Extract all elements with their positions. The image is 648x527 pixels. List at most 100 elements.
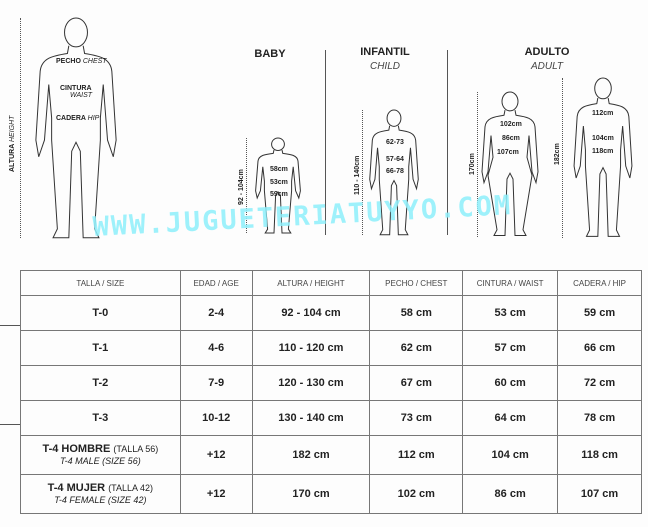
divider [447,50,448,235]
male-chest: 112cm [592,110,614,117]
female-chest: 102cm [500,121,522,128]
table-row: T-3 10-12 130 - 140 cm 73 cm 64 cm 78 cm [20,400,642,436]
child-height-guide [362,110,363,235]
height-cell: 120 - 130 cm [251,365,371,401]
male-waist: 104cm [592,135,614,142]
table-row: T-4 MUJER (TALLA 42) T-4 FEMALE (SIZE 42)… [20,474,642,514]
size-name: T-4 HOMBRE [42,443,111,455]
male-height: 182cm [554,143,561,165]
size-note: (TALLA 56) [113,444,159,454]
table-header: TALLA / SIZE EDAD / AGE ALTURA / HEIGHT PEC… [20,270,642,296]
age-cell: +12 [179,435,253,475]
waist-cell: 104 cm [462,435,559,475]
chest-cell: 102 cm [369,474,464,514]
age-cell: 2-4 [179,295,253,331]
size-cell: T-1 [20,330,181,366]
hip-cell: 66 cm [557,330,642,366]
female-height: 170cm [469,153,476,175]
waist-cell: 64 cm [462,400,559,436]
divider [0,325,20,326]
baby-hip: 59cm [270,191,288,198]
table-row: T-1 4-6 110 - 120 cm 62 cm 57 cm 66 cm [20,330,642,366]
baby-waist: 53cm [270,179,288,186]
hip-cell: 59 cm [557,295,642,331]
height-cell: 110 - 120 cm [251,330,371,366]
figure-body [573,97,633,237]
chest-cell: 112 cm [369,435,464,475]
waist-cell: 86 cm [462,474,559,514]
figure-head [386,109,402,127]
height-cell: 130 - 140 cm [251,400,371,436]
adult-title: ADULTO [524,46,570,58]
height-cell: 182 cm [251,435,371,475]
figure-head [594,77,612,100]
column-header: ALTURA / HEIGHT [251,270,371,296]
waist-cell: 53 cm [462,295,559,331]
waist-cell: 60 cm [462,365,559,401]
child-title: INFANTIL [360,46,410,58]
baby-chest: 58cm [270,166,288,173]
chest-cell: 62 cm [369,330,464,366]
figure-head [501,91,519,112]
table-row: T-0 2-4 92 - 104 cm 58 cm 53 cm 59 cm [20,295,642,331]
table-row: T-4 HOMBRE (TALLA 56) T-4 MALE (SIZE 56) +… [20,435,642,475]
age-cell: 10-12 [179,400,253,436]
female-hip: 107cm [497,149,519,156]
size-english: T-4 FEMALE (SIZE 42) [54,495,147,505]
child-hip: 66-78 [386,168,404,175]
size-cell: T-4 MUJER (TALLA 42) T-4 FEMALE (SIZE 42) [20,474,181,514]
height-cell: 92 - 104 cm [251,295,371,331]
child-chest: 62-73 [386,139,404,146]
chest-cell: 67 cm [369,365,464,401]
size-note: (TALLA 42) [108,483,154,493]
column-header: EDAD / AGE [179,270,253,296]
size-cell: T-2 [20,365,181,401]
chest-label: PECHO CHEST [56,58,107,65]
size-cell: T-3 [20,400,181,436]
figure-body [255,149,301,234]
age-cell: 4-6 [179,330,253,366]
figure-head [64,17,88,48]
chest-cell: 58 cm [369,295,464,331]
baby-title: BABY [254,48,286,60]
figure-body [369,125,419,236]
figure-body [481,110,539,237]
hip-cell: 118 cm [557,435,642,475]
chest-cell: 73 cm [369,400,464,436]
table-row: T-2 7-9 120 - 130 cm 67 cm 60 cm 72 cm [20,365,642,401]
waist-cell: 57 cm [462,330,559,366]
hip-cell: 107 cm [557,474,642,514]
height-guide [20,18,21,238]
male-height-guide [562,78,563,238]
height-cell: 170 cm [251,474,371,514]
size-english: T-4 MALE (SIZE 56) [60,456,141,466]
female-waist: 86cm [502,135,520,142]
child-waist: 57-64 [386,156,404,163]
column-header: CINTURA / WAIST [462,270,559,296]
hip-cell: 72 cm [557,365,642,401]
body-silhouettes [35,17,633,239]
adult-subtitle: ADULT [530,61,564,72]
baby-height-guide [246,138,247,233]
hip-cell: 78 cm [557,400,642,436]
height-label: ALTURA HEIGHT [9,115,16,172]
child-subtitle: CHILD [369,61,400,72]
waist-label: CINTURA WAIST [60,85,93,99]
column-header: PECHO / CHEST [369,270,464,296]
male-hip: 118cm [592,148,614,155]
divider [325,50,326,235]
column-header: TALLA / SIZE [20,270,181,296]
age-cell: 7-9 [179,365,253,401]
column-header: CADERA / HIP [557,270,642,296]
hip-label: CADERA HIP [56,115,100,122]
figure-body [35,45,117,239]
figure-head [271,137,285,151]
age-cell: +12 [179,474,253,514]
size-cell: T-4 HOMBRE (TALLA 56) T-4 MALE (SIZE 56) [20,435,181,475]
size-table: TALLA / SIZE EDAD / AGE ALTURA / HEIGHT PEC… [20,270,642,514]
divider [0,424,20,425]
baby-height: 92 - 104cm [238,169,245,205]
female-height-guide [477,92,478,237]
size-name: T-4 MUJER [47,482,106,494]
child-height: 110 - 140cm [354,155,361,195]
